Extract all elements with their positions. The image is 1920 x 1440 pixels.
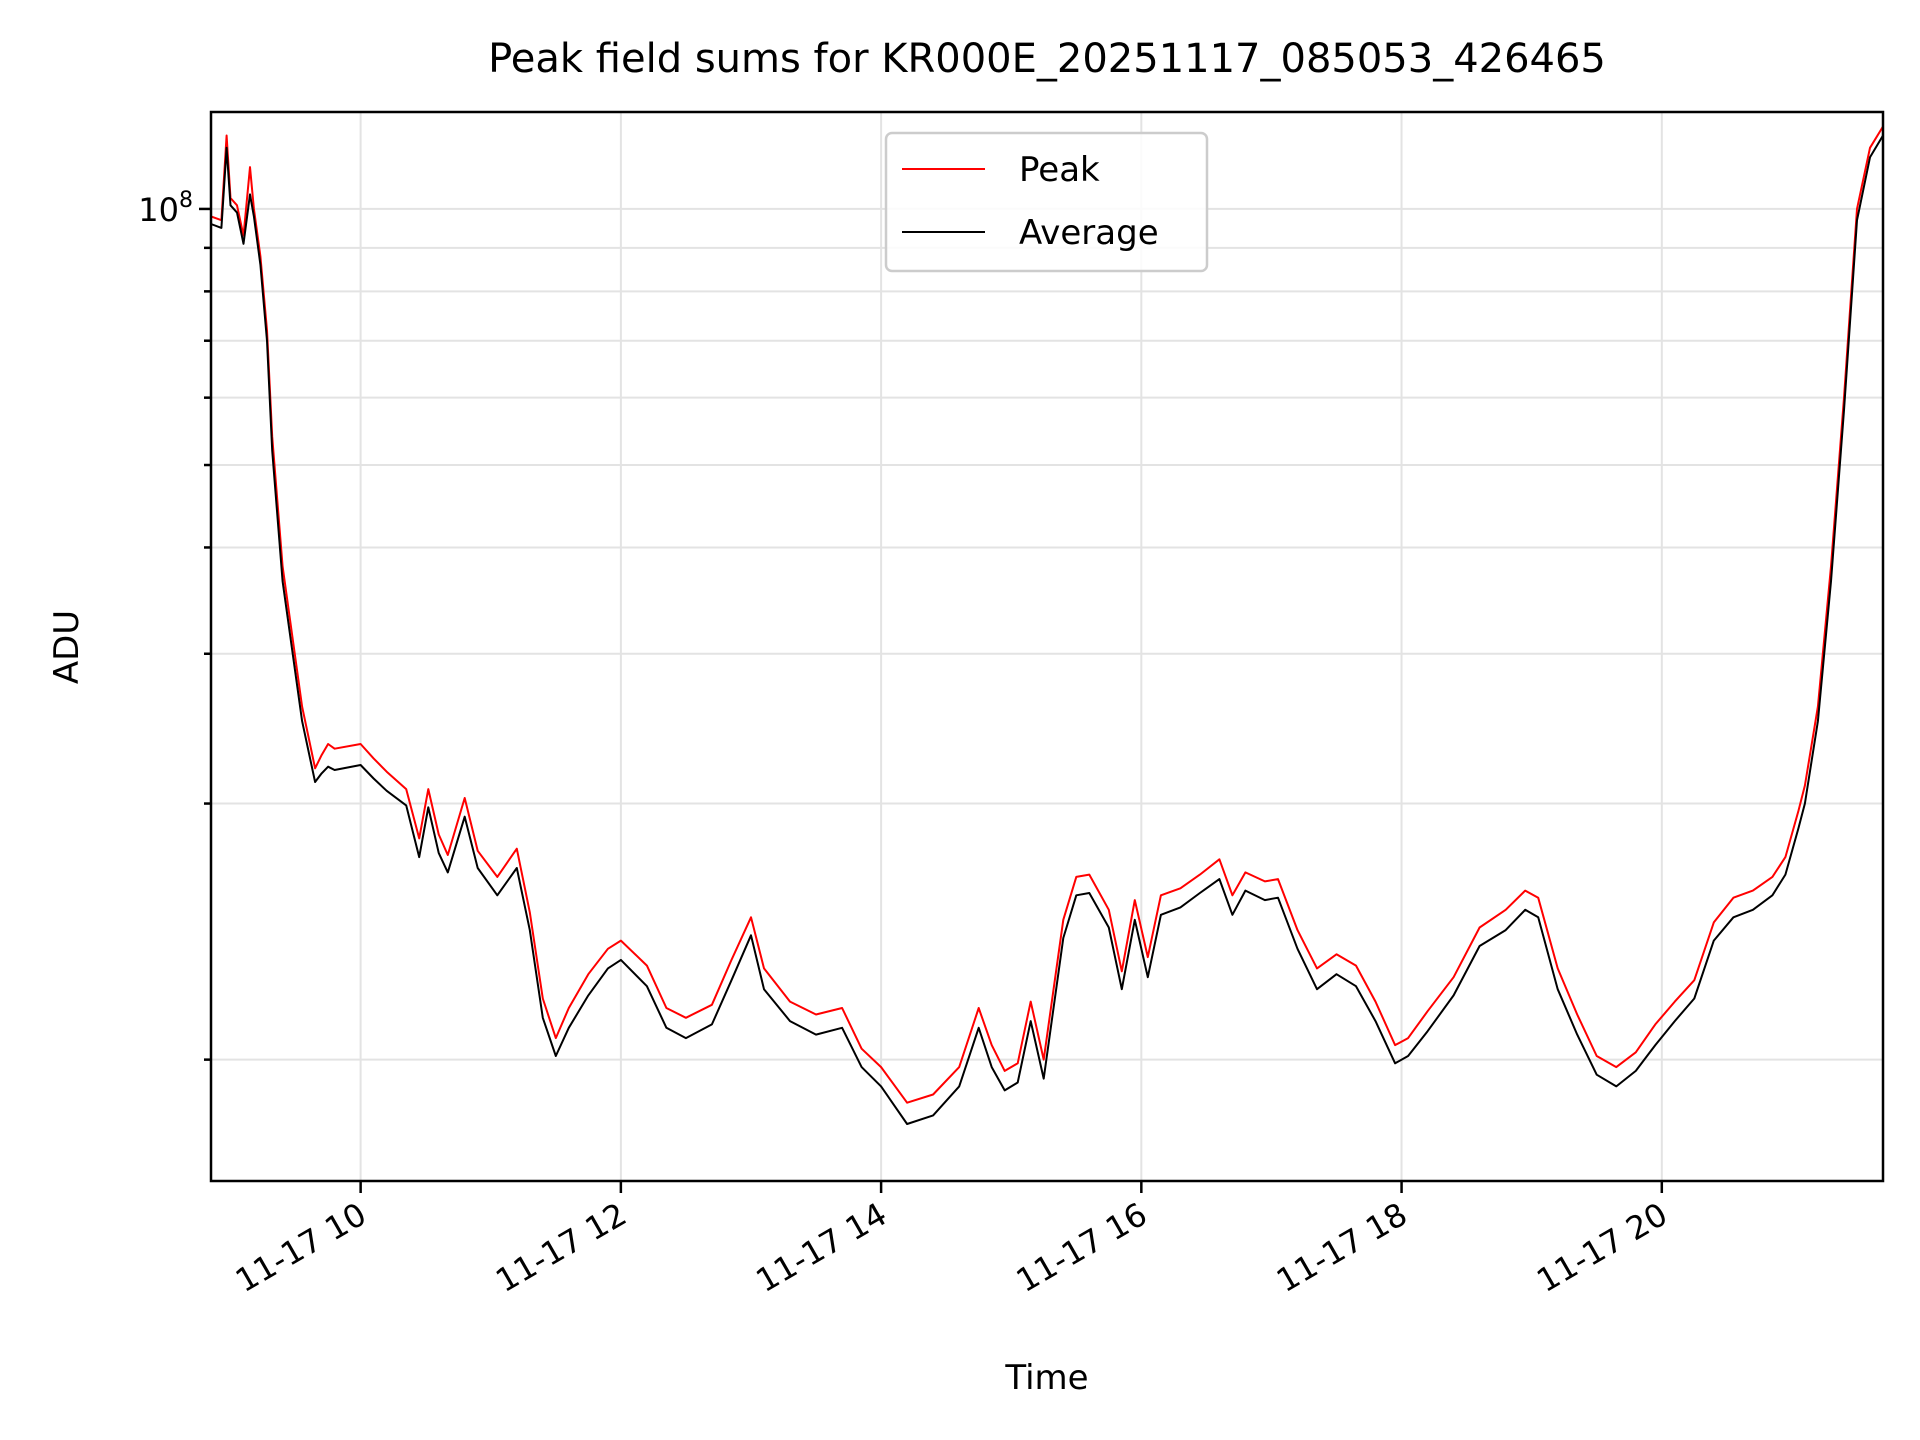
x-axis-label: Time <box>1004 1358 1088 1398</box>
legend-peak-label: Peak <box>1019 150 1100 190</box>
chart-title: Peak field sums for KR000E_20251117_0850… <box>488 36 1606 82</box>
series-line-peak <box>210 125 1884 1104</box>
axis-ticks: 11-17 10 11-17 12 11-17 14 11-17 16 11-17 18… <box>138 188 1674 1300</box>
y-tick-label: 108 <box>138 188 193 229</box>
x-tick-label: 11-17 20 <box>1530 1195 1674 1300</box>
plot-frame <box>209 110 1885 1183</box>
x-tick-label: 11-17 18 <box>1270 1195 1414 1300</box>
grid <box>211 112 1883 1181</box>
x-tick-label: 11-17 12 <box>489 1195 633 1300</box>
legend-average-label: Average <box>1019 213 1159 253</box>
legend: Peak Average <box>884 131 1209 273</box>
series-line-average <box>210 134 1884 1125</box>
x-tick-label: 11-17 10 <box>229 1195 373 1300</box>
series-group <box>210 125 1884 1125</box>
x-tick-label: 11-17 14 <box>750 1195 894 1300</box>
x-tick-label: 11-17 16 <box>1010 1195 1154 1300</box>
legend-box <box>884 131 1209 273</box>
y-axis-label: ADU <box>47 610 87 684</box>
